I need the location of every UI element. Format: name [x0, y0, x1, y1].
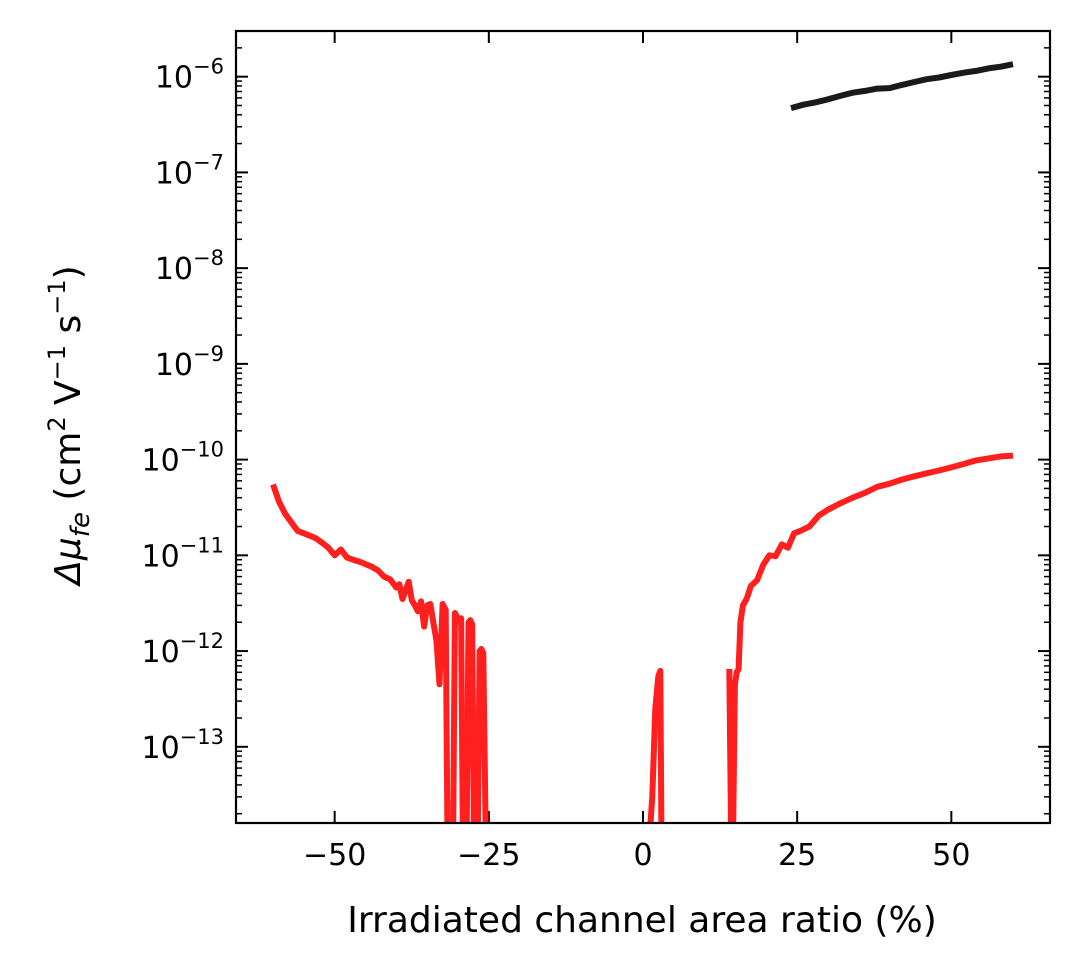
major-ticks [236, 31, 1050, 823]
x-tick-label: −25 [457, 838, 520, 873]
series-1-segment-4 [647, 667, 665, 823]
y-axis-title-sup1: 2 [43, 416, 71, 431]
y-tick-label: 10−13 [141, 725, 224, 766]
x-tick-label: 50 [932, 838, 970, 873]
series-1-segment-3 [474, 646, 489, 823]
x-tick-label: 25 [778, 838, 816, 873]
y-axis-title: Δμfe (cm2 V−1 s−1) [43, 265, 96, 587]
y-tick-label: 10−8 [155, 246, 224, 287]
series-layer [270, 61, 1014, 823]
y-axis-title-units-close: ) [48, 265, 89, 279]
y-axis-title-units-mid2: s [48, 315, 89, 345]
y-tick-label: 10−11 [141, 533, 224, 574]
x-tick-label: −50 [303, 838, 366, 873]
y-tick-label: 10−12 [141, 629, 224, 670]
y-tick-label: 10−9 [155, 342, 224, 383]
y-tick-label: 10−10 [141, 438, 224, 479]
y-axis-title-units-mid: V [48, 380, 89, 416]
series-1-segment-0 [270, 483, 451, 823]
series-0-line [790, 61, 1014, 111]
y-tick-label: 10−6 [155, 55, 224, 96]
y-axis-title-sup3: −1 [43, 279, 71, 314]
y-minor-ticks [236, 47, 1050, 815]
x-tick-labels: −50 −25 0 25 50 [303, 838, 970, 873]
y-tick-label: 10−7 [155, 150, 224, 191]
y-axis-title-sup2: −1 [43, 345, 71, 380]
series-1-segment-2 [463, 617, 477, 823]
y-axis-title-subscript: fe [66, 512, 96, 537]
x-axis-title: Irradiated channel area ratio (%) [347, 900, 936, 941]
x-tick-label: 0 [633, 838, 652, 873]
y-axis-title-units-open: (cm [48, 432, 89, 512]
y-tick-labels: 10−13 10−12 10−11 10−10 10−9 10−8 10−7 10−6 [141, 55, 224, 766]
y-axis-title-prefix: Δμ [48, 537, 89, 588]
series-1-segment-1 [450, 610, 466, 823]
series-1-segment-5 [726, 452, 1014, 823]
plot-frame [234, 29, 1052, 825]
